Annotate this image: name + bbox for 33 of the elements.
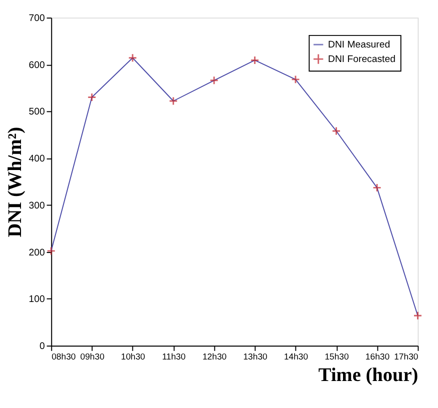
legend-label: DNI Forecasted xyxy=(328,54,396,65)
y-tick-label: 0 xyxy=(40,340,45,352)
x-tick-label: 15h30 xyxy=(324,352,349,362)
legend-label: DNI Measured xyxy=(328,40,390,50)
point xyxy=(46,246,56,256)
x-tick-label: 13h30 xyxy=(243,352,268,362)
point xyxy=(250,56,260,65)
x-tick-label: 14h30 xyxy=(284,352,308,362)
point xyxy=(413,311,422,320)
x-axis-title: Time (hour) xyxy=(318,364,418,386)
x-tick-label: 08h30 xyxy=(52,352,76,362)
y-tick-label: 300 xyxy=(28,200,45,212)
x-tick-label: 17h30 xyxy=(394,352,418,362)
line-series xyxy=(50,57,418,316)
point xyxy=(291,74,300,84)
x-tick-label: 12h30 xyxy=(202,352,227,362)
point xyxy=(128,53,138,62)
y-tick-label: 500 xyxy=(28,106,45,118)
point xyxy=(168,96,178,106)
x-tick-label: 16h30 xyxy=(365,352,390,362)
point xyxy=(87,92,96,102)
point xyxy=(210,76,219,85)
y-tick-label: 100 xyxy=(28,294,45,306)
x-tick-label: 10h30 xyxy=(121,352,146,362)
x-tick-label: 09h30 xyxy=(80,352,105,362)
x-tick-label: 11h30 xyxy=(162,352,186,362)
y-tick-label: 200 xyxy=(28,247,45,258)
y-tick-label: 700 xyxy=(28,12,45,24)
y-axis-title: DNI (Wh/m²) xyxy=(5,126,26,238)
y-tick-label: 600 xyxy=(28,60,45,71)
point xyxy=(372,183,382,192)
point xyxy=(332,126,341,136)
y-tick-label: 400 xyxy=(28,154,45,165)
